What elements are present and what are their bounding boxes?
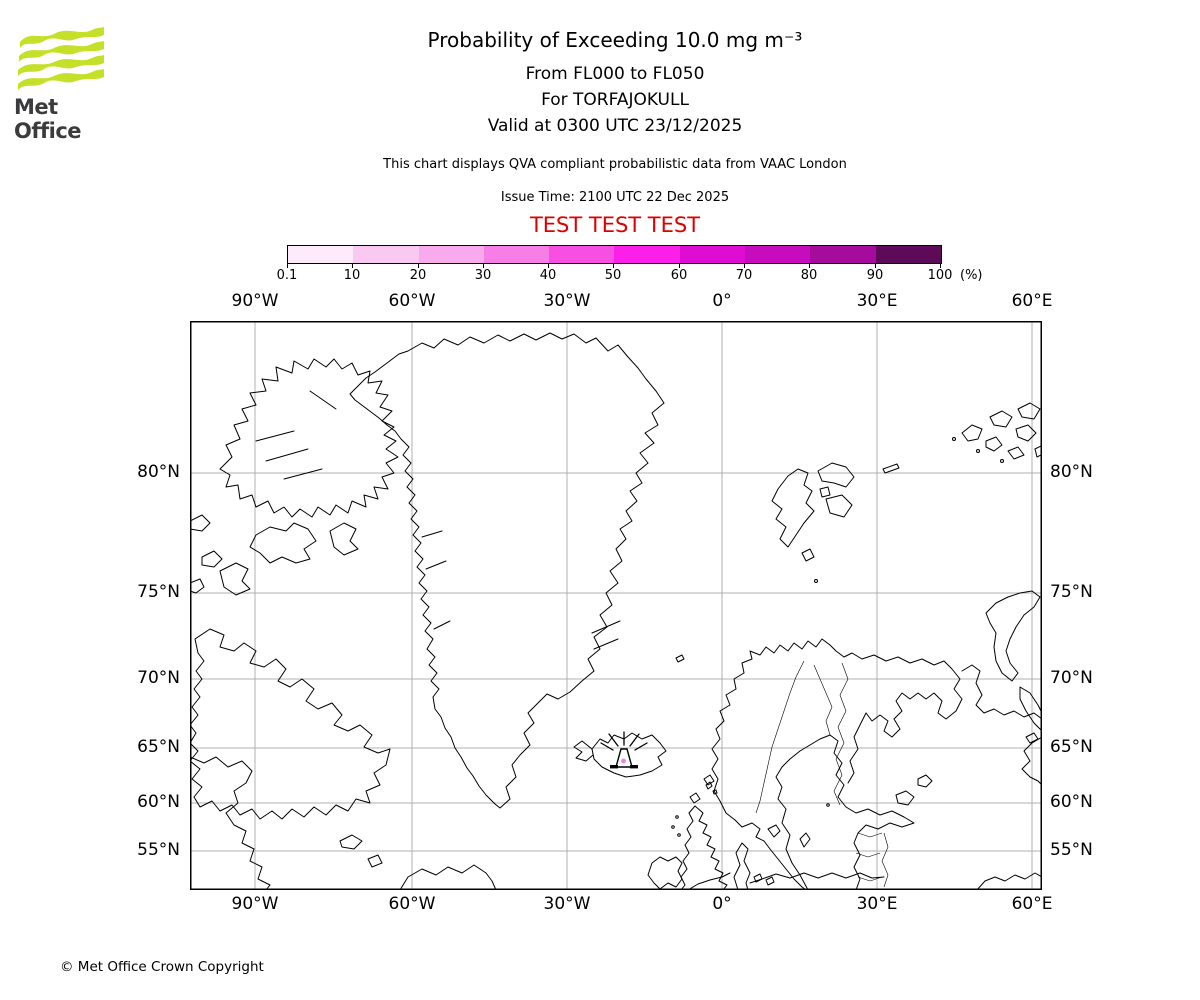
colorbar-tick — [548, 263, 549, 268]
lon-label-top: 60°E — [1011, 291, 1053, 311]
lat-label-right: 55°N — [1050, 840, 1093, 860]
lon-label-bottom: 60°E — [1011, 894, 1053, 914]
colorbar-label: 0.1 — [276, 268, 298, 283]
met-office-logo: Met Office — [14, 26, 124, 143]
coastlines — [189, 332, 1046, 891]
colorbar-tick — [287, 263, 288, 268]
colorbar-tick — [809, 263, 810, 268]
colorbar-label: 20 — [409, 268, 427, 283]
colorbar-label: 100 — [927, 268, 953, 283]
lon-label-top: 60°W — [388, 291, 436, 311]
map-panel — [189, 321, 1046, 891]
qva-description: This chart displays QVA compliant probab… — [383, 157, 847, 172]
lat-label-left: 55°N — [137, 840, 180, 860]
lon-label-bottom: 60°W — [388, 894, 436, 914]
colorbar-tick — [418, 263, 419, 268]
graticule — [190, 321, 1042, 890]
subtitle-valid-time: Valid at 0300 UTC 23/12/2025 — [487, 116, 743, 136]
colorbar-label: 10 — [343, 268, 361, 283]
colorbar-segment — [483, 246, 550, 263]
volcano-base-mark — [630, 765, 638, 769]
colorbar-label: 70 — [735, 268, 753, 283]
lon-label-bottom: 30°E — [856, 894, 898, 914]
colorbar-label: 40 — [539, 268, 557, 283]
colorbar-label: 90 — [866, 268, 884, 283]
lon-label-top: 90°W — [231, 291, 279, 311]
test-banner: TEST TEST TEST — [529, 213, 701, 237]
lat-label-left: 65°N — [137, 737, 180, 757]
lon-label-top: 0° — [712, 291, 732, 311]
lat-label-left: 60°N — [137, 792, 180, 812]
colorbar-tick — [679, 263, 680, 268]
volcano-dot — [621, 758, 626, 764]
subtitle-volcano: For TORFAJOKULL — [541, 90, 689, 110]
lat-label-left: 70°N — [137, 668, 180, 688]
colorbar-tick — [875, 263, 876, 268]
lat-label-right: 65°N — [1050, 737, 1093, 757]
colorbar-label: 80 — [800, 268, 818, 283]
lat-label-right: 80°N — [1050, 462, 1093, 482]
page-title: Probability of Exceeding 10.0 mg m⁻³ — [427, 28, 803, 52]
lon-label-bottom: 90°W — [231, 894, 279, 914]
logo-brand-text: Met Office — [14, 95, 82, 143]
map-canvas — [189, 321, 1046, 891]
colorbar-segment — [875, 246, 941, 263]
lon-label-top: 30°W — [543, 291, 591, 311]
colorbar-segment — [745, 246, 811, 263]
colorbar-tick — [483, 263, 484, 268]
map-frame — [190, 321, 1042, 890]
logo-waves-icon — [18, 27, 104, 90]
lat-label-left: 75°N — [137, 582, 180, 602]
probability-colorbar — [287, 245, 942, 264]
lon-label-bottom: 30°W — [543, 894, 591, 914]
volcano-cone-icon — [615, 748, 633, 768]
colorbar-segment — [353, 246, 419, 263]
colorbar-label: 60 — [670, 268, 688, 283]
lat-label-left: 80°N — [137, 462, 180, 482]
lat-label-right: 60°N — [1050, 792, 1093, 812]
lon-label-bottom: 0° — [712, 894, 732, 914]
colorbar-segment — [288, 246, 354, 263]
colorbar-segment — [810, 246, 876, 263]
volcano-base-mark — [610, 765, 618, 769]
colorbar-tick — [613, 263, 614, 268]
lat-label-right: 75°N — [1050, 582, 1093, 602]
colorbar-segment — [549, 246, 615, 263]
colorbar-segment — [614, 246, 680, 263]
colorbar-unit: (%) — [960, 268, 983, 283]
colorbar-label: 30 — [474, 268, 492, 283]
volcano-marker — [600, 731, 648, 769]
issue-time: Issue Time: 2100 UTC 22 Dec 2025 — [500, 190, 730, 205]
lon-label-top: 30°E — [856, 291, 898, 311]
colorbar-tick — [940, 263, 941, 268]
colorbar-segment — [679, 246, 746, 263]
volcano-eruption-rays-icon — [600, 731, 648, 751]
colorbar-segment — [418, 246, 484, 263]
copyright-notice: © Met Office Crown Copyright — [60, 959, 264, 975]
lat-label-right: 70°N — [1050, 668, 1093, 688]
colorbar-label: 50 — [604, 268, 622, 283]
subtitle-flight-levels: From FL000 to FL050 — [525, 64, 705, 84]
colorbar-tick — [352, 263, 353, 268]
colorbar-tick — [744, 263, 745, 268]
